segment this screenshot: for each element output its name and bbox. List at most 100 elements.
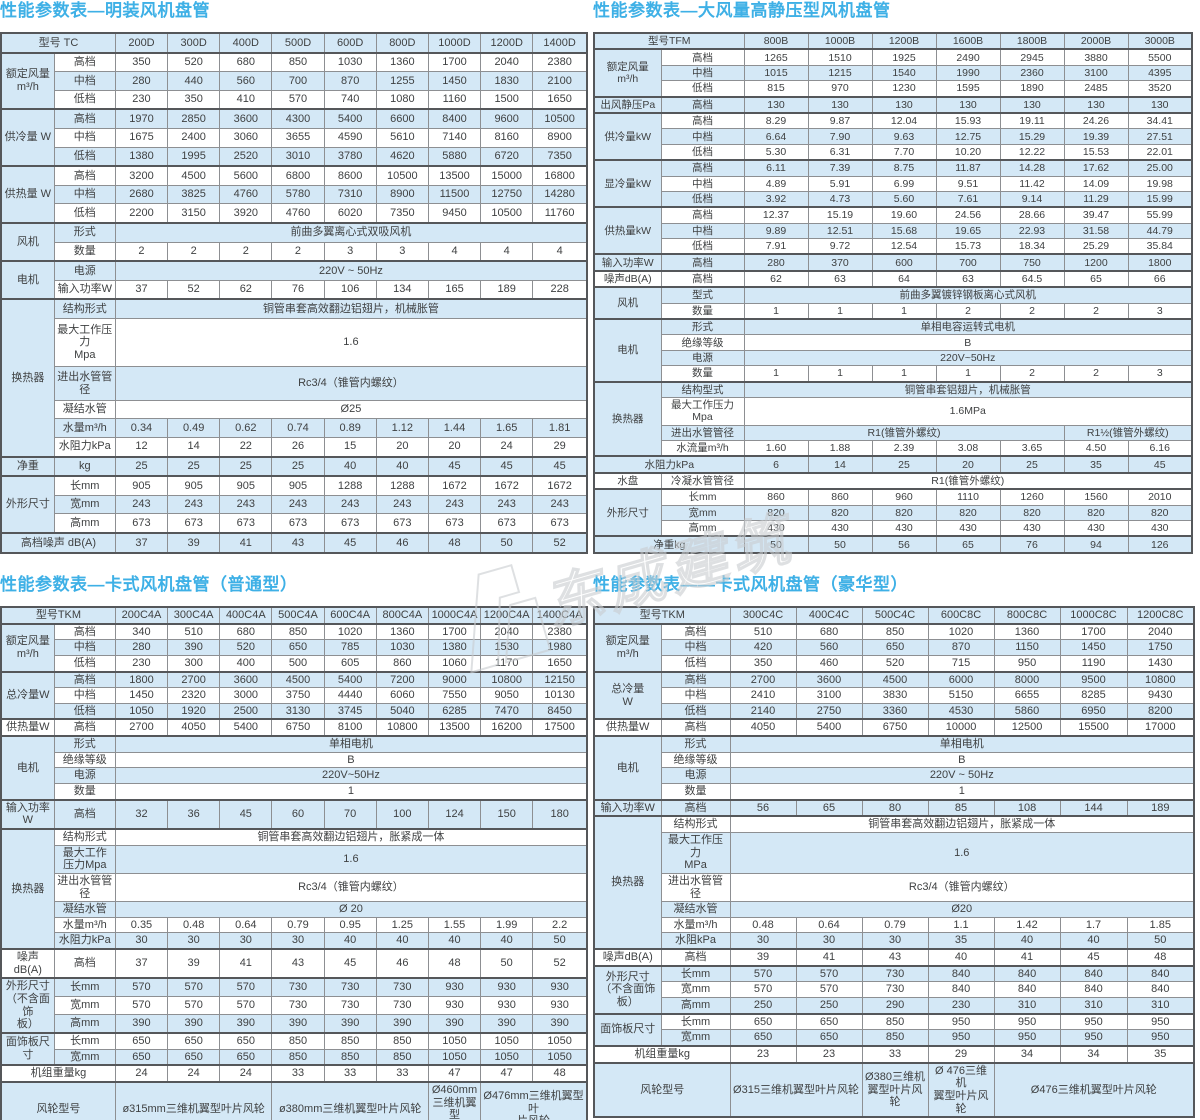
- table-cell: 风轮型号: [0, 1080, 116, 1120]
- table-cell: 1000C4A: [427, 606, 482, 625]
- table-row: 换热器 结构型式 铜管串套铝翅片，机械胀管: [593, 380, 1193, 457]
- table-cell: 220V~50Hz: [743, 349, 1193, 367]
- table-row: 凝结水管 Ø20: [594, 901, 1195, 918]
- table-cell: 52: [167, 279, 221, 300]
- table-cell: 5600: [219, 165, 273, 186]
- table-cell: 905: [114, 475, 169, 496]
- table-cell: 12150: [532, 670, 588, 689]
- table-cell: 高mm: [660, 997, 731, 1015]
- table-row: 低档 230 350 410 570 740 1080 1160 1500 1650: [1, 89, 588, 110]
- table-cell: 1215: [807, 64, 873, 82]
- table-cell: 950: [927, 1029, 995, 1047]
- table-cell: 2: [1063, 365, 1129, 383]
- table-cell: 33: [323, 1064, 377, 1083]
- table-row: 宽mm 243 243 243 243 243 243 243 243 243: [1, 494, 588, 515]
- table-cell: 30: [861, 932, 929, 950]
- table-cell: 45: [532, 455, 588, 477]
- table-cell: 37: [114, 948, 169, 979]
- table-cell: 9450: [427, 203, 482, 224]
- table-cell: 30: [219, 932, 273, 950]
- table-cell: 进出水管管径: [660, 424, 745, 442]
- table-row: 进出水管管径 Rc3/4（锥管内螺纹）: [594, 872, 1195, 903]
- table-cell: Ø476mm三维机翼型叶 片风轮: [480, 1080, 588, 1120]
- table-cell: 650: [795, 1029, 863, 1047]
- table-cell: 243: [427, 494, 482, 515]
- table-cell: 2140: [729, 702, 797, 720]
- table-cell: 10130: [532, 687, 588, 704]
- table-cell: B: [729, 751, 1195, 769]
- table-cell: 840: [1126, 964, 1195, 983]
- table-cell: 2700: [114, 718, 169, 737]
- table-row: 电机 电源 220V ~ 50Hz: [0, 260, 588, 300]
- table-cell: 2200: [114, 203, 169, 224]
- table-cell: 243: [480, 494, 534, 515]
- table-cell: 40: [927, 948, 995, 967]
- table-row: 显冷量kW 高档 6.11 7.39 8.75 11.87 14.28 17.62 25.00: [593, 159, 1193, 208]
- table-row: 中档 2680 3825 4760 5780 7310 8900 11500 12750 1428…: [1, 184, 588, 205]
- table-cell: 0.49: [167, 418, 221, 438]
- table-cell: 39: [729, 948, 797, 967]
- table-cell: 1050: [427, 1048, 482, 1066]
- table-cell: 960: [871, 488, 937, 506]
- table-cell: 35: [1126, 1044, 1195, 1064]
- table-cell: 9.87: [807, 111, 873, 130]
- table-cell: 11760: [532, 203, 588, 224]
- table-cell: 6.64: [743, 128, 809, 145]
- table-row: 中档 280 440 560 700 870 1255 1450 1830 2100: [1, 71, 588, 91]
- table-cell: 820: [871, 504, 937, 522]
- table-cell: 45: [427, 455, 482, 477]
- table-row: 换热器 结构形式 铜管串套高效翻边铝翅片，机械胀管: [0, 298, 588, 458]
- table-cell: 6950: [1059, 702, 1128, 720]
- table-cell: 1925: [871, 48, 937, 66]
- table-cell: 850: [271, 622, 325, 641]
- table-cell: 15.73: [935, 238, 1001, 255]
- table-cell: 9430: [1126, 687, 1195, 704]
- table-row: 净重kg 50 50 56 65 76 94 126: [593, 535, 1193, 554]
- table-cell: 820: [999, 504, 1065, 522]
- table-cell: 1672: [427, 475, 482, 496]
- table-cell: 数量: [660, 783, 731, 801]
- table-cell: 3745: [323, 702, 377, 720]
- table-cell: 130: [999, 95, 1065, 114]
- table-cell: 低档: [660, 702, 731, 720]
- table-cell: 1190: [1059, 654, 1128, 673]
- table-cell: 1050: [114, 702, 169, 720]
- table-cell: 1080: [375, 89, 429, 110]
- table-cell: 2.2: [532, 916, 588, 934]
- table-cell: 4: [427, 241, 482, 262]
- table-cell: 形式: [53, 735, 116, 753]
- group-label-cell: 额定风量m³/h: [593, 48, 662, 98]
- table-cell: 0.95: [323, 916, 377, 934]
- table-cell: 低档: [53, 146, 116, 167]
- table-cell: 65: [795, 798, 863, 817]
- table-cell: 4500: [861, 670, 929, 689]
- table-cell: 3920: [219, 203, 273, 224]
- table-cell: 2320: [167, 687, 221, 704]
- table-cell: 16800: [532, 165, 588, 186]
- table-cell: 1.65: [480, 418, 534, 438]
- table-cell: 410: [219, 89, 273, 110]
- table-cell: 9.72: [807, 238, 873, 255]
- table-cell: 570: [729, 964, 797, 983]
- table-cell: 189: [480, 279, 534, 300]
- table-cell: 3: [1127, 365, 1193, 383]
- table-row: 低档 230 300 400 500 605 860 1060 1170 1650: [1, 654, 588, 673]
- table-cell: 860: [743, 488, 809, 506]
- table-cell: 850: [323, 1048, 377, 1066]
- table-cell: 189: [1126, 798, 1195, 817]
- table-cell: 水量m³/h: [53, 916, 116, 934]
- table-row: 水盘 冷凝水管管径 R1(锥管外螺纹): [593, 471, 1193, 490]
- table-cell: 715: [927, 654, 995, 673]
- table-cell: 100: [375, 798, 429, 830]
- table-cell: 1170: [480, 654, 534, 673]
- table-cell: 0.48: [167, 916, 221, 934]
- table-cell: 560: [795, 639, 863, 656]
- table-cell: 500D: [271, 32, 325, 54]
- table-cell: 390: [271, 1014, 325, 1034]
- table-cell: 1.81: [532, 418, 588, 438]
- table-cell: 3825: [167, 184, 221, 205]
- table-cell: 430: [807, 520, 873, 537]
- table-row: 宽mm 820 820 820 820 820 820 820: [594, 504, 1193, 522]
- table-row: 中档 1015 1215 1540 1990 2360 3100 4395: [594, 64, 1193, 82]
- table-cell: 106: [323, 279, 377, 300]
